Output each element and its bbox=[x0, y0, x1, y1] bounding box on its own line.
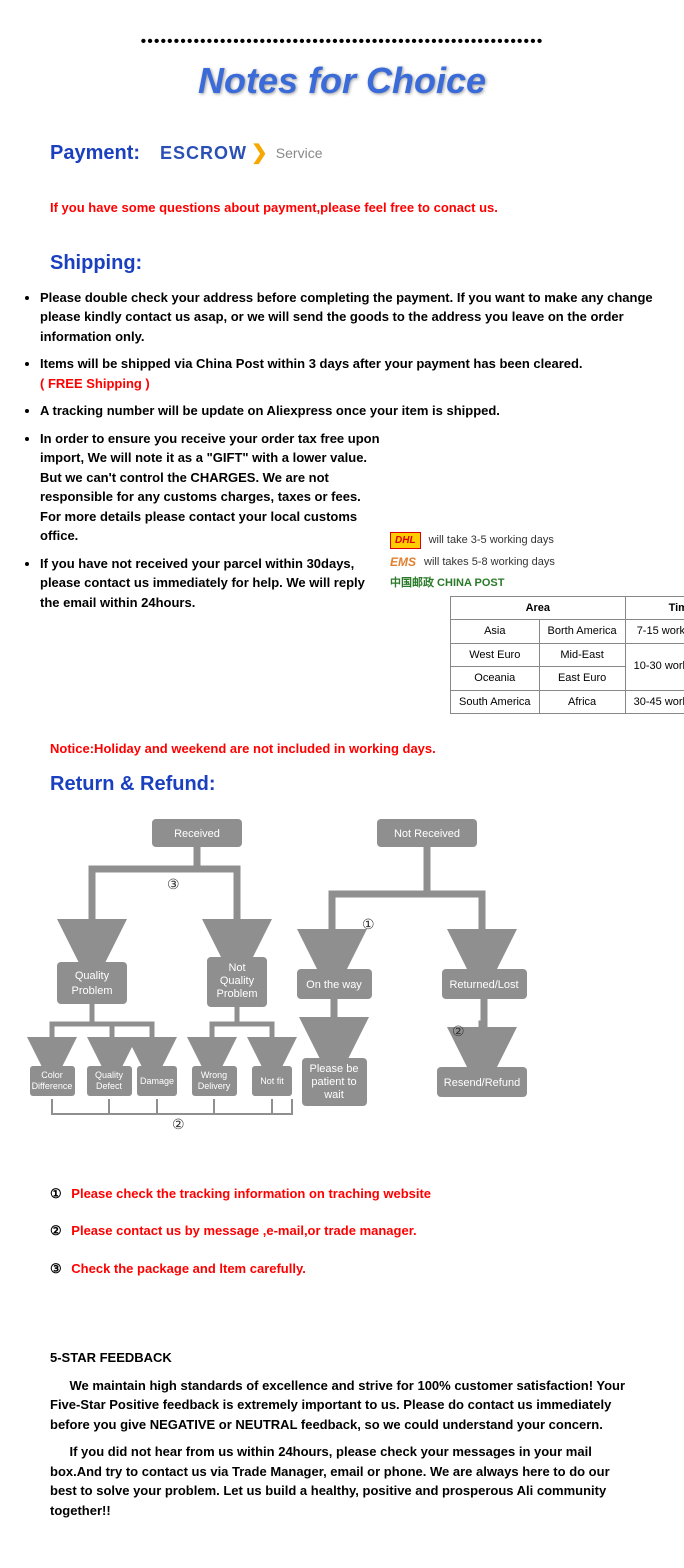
svg-text:patient to: patient to bbox=[311, 1076, 356, 1088]
payment-note: If you have some questions about payment… bbox=[50, 198, 674, 218]
node-resend-refund: Resend/Refund bbox=[437, 1067, 527, 1097]
node-quality-problem: Quality Problem bbox=[57, 962, 127, 1004]
node-not-fit: Not fit bbox=[252, 1066, 292, 1096]
shipping-item-3: A tracking number will be update on Alie… bbox=[40, 401, 674, 421]
node-not-quality-problem: Not Quality Problem bbox=[207, 957, 267, 1007]
svg-text:Returned/Lost: Returned/Lost bbox=[449, 979, 518, 991]
area-header: Area bbox=[451, 596, 626, 620]
svg-text:Quality: Quality bbox=[75, 970, 110, 982]
svg-text:①: ① bbox=[362, 916, 375, 932]
feedback-p1: We maintain high standards of excellence… bbox=[50, 1376, 634, 1435]
node-returned-lost: Returned/Lost bbox=[442, 969, 527, 999]
cell-namerica: Borth America bbox=[539, 620, 625, 644]
node-damage: Damage bbox=[137, 1066, 177, 1096]
cell-asia: Asia bbox=[451, 620, 540, 644]
node-quality-defect: Quality Defect bbox=[87, 1066, 132, 1096]
svg-text:②: ② bbox=[452, 1023, 465, 1039]
return-refund-heading: Return & Refund: bbox=[50, 769, 674, 799]
svg-text:wait: wait bbox=[323, 1089, 344, 1101]
shipping-item-4-text: In order to ensure you receive your orde… bbox=[40, 431, 380, 544]
escrow-logo: ESCROW ❯ Service bbox=[160, 138, 322, 168]
holiday-notice: Notice:Holiday and weekend are not inclu… bbox=[50, 739, 674, 759]
shipping-heading: Shipping: bbox=[50, 248, 674, 278]
note-1-text: Please check the tracking information on… bbox=[71, 1186, 431, 1201]
note-2-text: Please contact us by message ,e-mail,or … bbox=[71, 1223, 416, 1238]
cell-africa: Africa bbox=[539, 690, 625, 714]
main-title: Notes for Choice bbox=[10, 54, 674, 108]
note-num-1: ① bbox=[50, 1186, 62, 1201]
shipping-item-5-text: If you have not received your parcel wit… bbox=[40, 556, 365, 610]
note-3-text: Check the package and ltem carefully. bbox=[71, 1261, 306, 1276]
shipping-area-table: Area Time Asia Borth America 7-15 workin… bbox=[450, 596, 684, 715]
svg-text:Defect: Defect bbox=[96, 1081, 123, 1091]
escrow-arrow-icon: ❯ bbox=[251, 138, 268, 168]
svg-text:②: ② bbox=[172, 1116, 185, 1132]
node-not-received: Not Received bbox=[377, 819, 477, 847]
svg-text:Not Received: Not Received bbox=[394, 828, 460, 840]
payment-heading: Payment: bbox=[50, 138, 140, 168]
cell-mideast: Mid-East bbox=[539, 643, 625, 667]
cell-time1: 7-15 working days bbox=[625, 620, 684, 644]
dhl-time: will take 3-5 working days bbox=[429, 532, 554, 549]
shipping-item-2a: Items will be shipped via China Post wit… bbox=[40, 356, 583, 371]
node-received: Received bbox=[152, 819, 242, 847]
cell-time2: 10-30 working days bbox=[625, 643, 684, 690]
svg-text:Difference: Difference bbox=[32, 1081, 73, 1091]
feedback-p2: If you did not hear from us within 24hou… bbox=[50, 1442, 634, 1520]
cell-weuro: West Euro bbox=[451, 643, 540, 667]
node-on-the-way: On the way bbox=[297, 969, 372, 999]
cell-oceania: Oceania bbox=[451, 667, 540, 691]
feedback-section: 5-STAR FEEDBACK We maintain high standar… bbox=[50, 1348, 634, 1520]
return-flowchart: Received Not Received ③ ① Quality Proble… bbox=[22, 814, 662, 1154]
cell-samerica: South America bbox=[451, 690, 540, 714]
shipping-item-2: Items will be shipped via China Post wit… bbox=[40, 354, 674, 393]
svg-text:Resend/Refund: Resend/Refund bbox=[444, 1077, 520, 1089]
svg-text:Not fit: Not fit bbox=[260, 1076, 284, 1086]
cell-time3: 30-45 working days bbox=[625, 690, 684, 714]
svg-text:Problem: Problem bbox=[72, 985, 113, 997]
svg-text:Not: Not bbox=[228, 962, 245, 974]
svg-text:On the way: On the way bbox=[306, 979, 362, 991]
node-please-wait: Please be patient to wait bbox=[302, 1058, 367, 1106]
shipping-item-4: In order to ensure you receive your orde… bbox=[40, 429, 674, 546]
svg-text:Wrong: Wrong bbox=[201, 1070, 227, 1080]
svg-text:Quality: Quality bbox=[220, 975, 255, 987]
svg-text:Quality: Quality bbox=[95, 1070, 124, 1080]
dhl-icon: DHL bbox=[390, 532, 421, 549]
svg-text:Problem: Problem bbox=[217, 988, 258, 1000]
time-header: Time bbox=[625, 596, 684, 620]
courier-info: DHL will take 3-5 working days EMS will … bbox=[390, 532, 674, 592]
node-color-difference: Color Difference bbox=[30, 1066, 75, 1096]
svg-text:③: ③ bbox=[167, 876, 180, 892]
flow-notes: ① Please check the tracking information … bbox=[50, 1184, 674, 1279]
shipping-item-2b: ( FREE Shipping ) bbox=[40, 376, 150, 391]
svg-text:Please be: Please be bbox=[310, 1063, 359, 1075]
ems-icon: EMS bbox=[390, 553, 416, 571]
ems-time: will takes 5-8 working days bbox=[424, 554, 555, 571]
svg-text:Color: Color bbox=[41, 1070, 63, 1080]
node-wrong-delivery: Wrong Delivery bbox=[192, 1066, 237, 1096]
dotted-border-top: ••••••••••••••••••••••••••••••••••••••••… bbox=[10, 30, 674, 54]
note-num-3: ③ bbox=[50, 1261, 62, 1276]
note-num-2: ② bbox=[50, 1223, 62, 1238]
svg-text:Damage: Damage bbox=[140, 1076, 174, 1086]
cell-eeuro: East Euro bbox=[539, 667, 625, 691]
svg-text:Received: Received bbox=[174, 828, 220, 840]
svg-text:Delivery: Delivery bbox=[198, 1081, 231, 1091]
shipping-item-1: Please double check your address before … bbox=[40, 288, 674, 347]
escrow-service-text: Service bbox=[276, 143, 323, 164]
china-post-icon: 中国邮政 CHINA POST bbox=[390, 575, 505, 592]
feedback-title: 5-STAR FEEDBACK bbox=[50, 1348, 634, 1368]
escrow-brand: ESCROW bbox=[160, 140, 247, 167]
